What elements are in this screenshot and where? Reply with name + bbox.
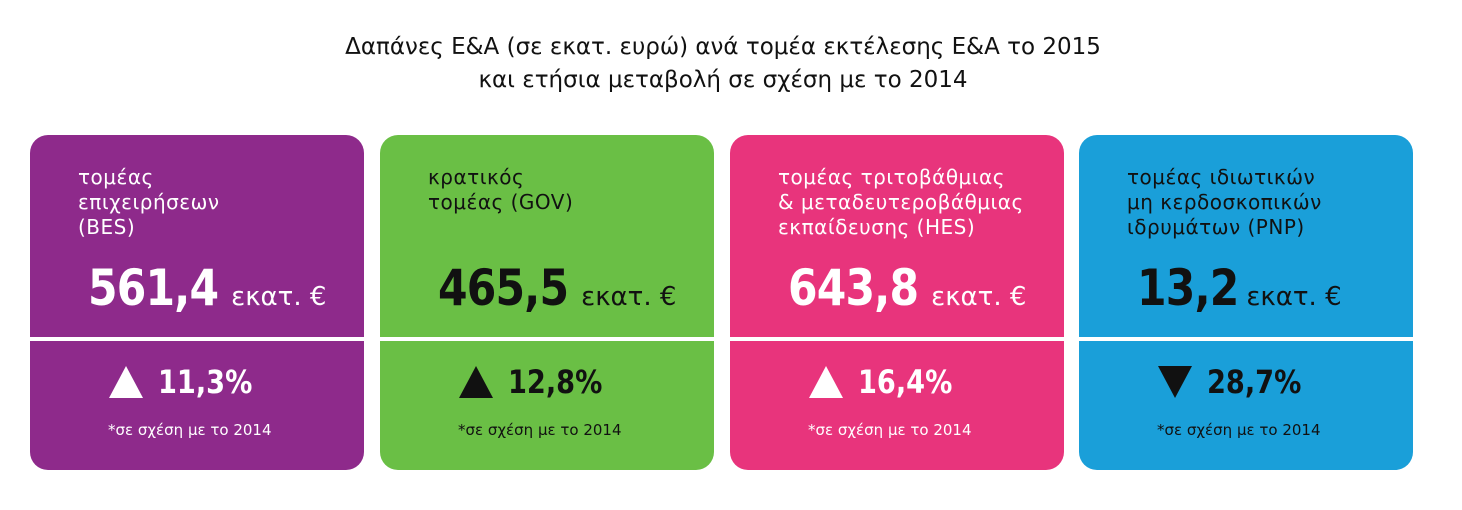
change-row: 28,7% xyxy=(1157,363,1318,401)
card-label: τομέας ιδιωτικών μη κερδοσκοπικών ιδρυμάτω… xyxy=(1127,165,1322,240)
unit: εκατ. € xyxy=(931,282,1027,312)
change: 28,7% xyxy=(1207,363,1302,401)
unit: εκατ. € xyxy=(231,282,327,312)
divider xyxy=(30,337,364,341)
label-line: τομέας τριτοβάθμιας xyxy=(778,165,1005,189)
card-label: τομέας επιχειρήσεων (BES) xyxy=(78,165,220,240)
arrow-shape xyxy=(109,366,143,398)
value: 13,2 xyxy=(1137,259,1239,317)
value-row: 561,4 εκατ. € xyxy=(88,259,326,317)
note: *σε σχέση με το 2014 xyxy=(1157,421,1321,439)
arrow-up xyxy=(459,366,493,398)
note: *σε σχέση με το 2014 xyxy=(808,421,972,439)
label-line: μη κερδοσκοπικών xyxy=(1127,190,1322,214)
change: 12,8% xyxy=(508,363,603,401)
card: τομέας επιχειρήσεων (BES) 561,4 εκατ. € 11,3%… xyxy=(30,135,364,470)
value: 643,8 xyxy=(788,259,919,317)
title-line: και ετήσια μεταβολή σε σχέση με το 2014 xyxy=(478,67,968,93)
label-line: επιχειρήσεων xyxy=(78,190,220,214)
card-label: κρατικός τομέας (GOV) xyxy=(428,165,573,215)
arrow-up xyxy=(109,366,143,398)
unit: εκατ. € xyxy=(581,282,677,312)
label-line: τομέας (GOV) xyxy=(428,190,574,214)
change: 16,4% xyxy=(858,363,953,401)
card: τομέας ιδιωτικών μη κερδοσκοπικών ιδρυμάτω… xyxy=(1079,135,1413,470)
value-row: 643,8 εκατ. € xyxy=(788,259,1026,317)
unit: εκατ. € xyxy=(1246,282,1342,312)
change-row: 12,8% xyxy=(458,363,619,401)
label-line: ιδρυμάτων (PNP) xyxy=(1127,215,1305,239)
arrow-up xyxy=(809,366,843,398)
card: κρατικός τομέας (GOV) 465,5 εκατ. € 12,8% *σε… xyxy=(380,135,714,470)
arrow-shape xyxy=(1158,366,1192,398)
value: 561,4 xyxy=(88,259,219,317)
change-row: 11,3% xyxy=(108,363,269,401)
note: *σε σχέση με το 2014 xyxy=(108,421,272,439)
label-line: τομέας ιδιωτικών xyxy=(1127,165,1316,189)
change: 11,3% xyxy=(158,363,253,401)
title: Δαπάνες Ε&Α (σε εκατ. ευρώ) ανά τομέα εκ… xyxy=(0,31,1446,97)
label-line: τομέας xyxy=(78,165,154,189)
arrow-shape xyxy=(459,366,493,398)
title-line: Δαπάνες Ε&Α (σε εκατ. ευρώ) ανά τομέα εκ… xyxy=(345,34,1101,60)
value-row: 13,2 εκατ. € xyxy=(1137,259,1342,317)
change-row: 16,4% xyxy=(808,363,969,401)
divider xyxy=(1079,337,1413,341)
label-line: εκπαίδευσης (HES) xyxy=(778,215,976,239)
label-line: (BES) xyxy=(78,215,136,239)
divider xyxy=(730,337,1064,341)
value: 465,5 xyxy=(438,259,569,317)
arrow-shape xyxy=(809,366,843,398)
note: *σε σχέση με το 2014 xyxy=(458,421,622,439)
label-line: κρατικός xyxy=(428,165,525,189)
divider xyxy=(380,337,714,341)
arrow-down xyxy=(1158,366,1192,398)
value-row: 465,5 εκατ. € xyxy=(438,259,676,317)
card-label: τομέας τριτοβάθμιας & μεταδευτεροβάθμιας ε… xyxy=(778,165,1024,240)
label-line: & μεταδευτεροβάθμιας xyxy=(778,190,1024,214)
card: τομέας τριτοβάθμιας & μεταδευτεροβάθμιας ε… xyxy=(730,135,1064,470)
